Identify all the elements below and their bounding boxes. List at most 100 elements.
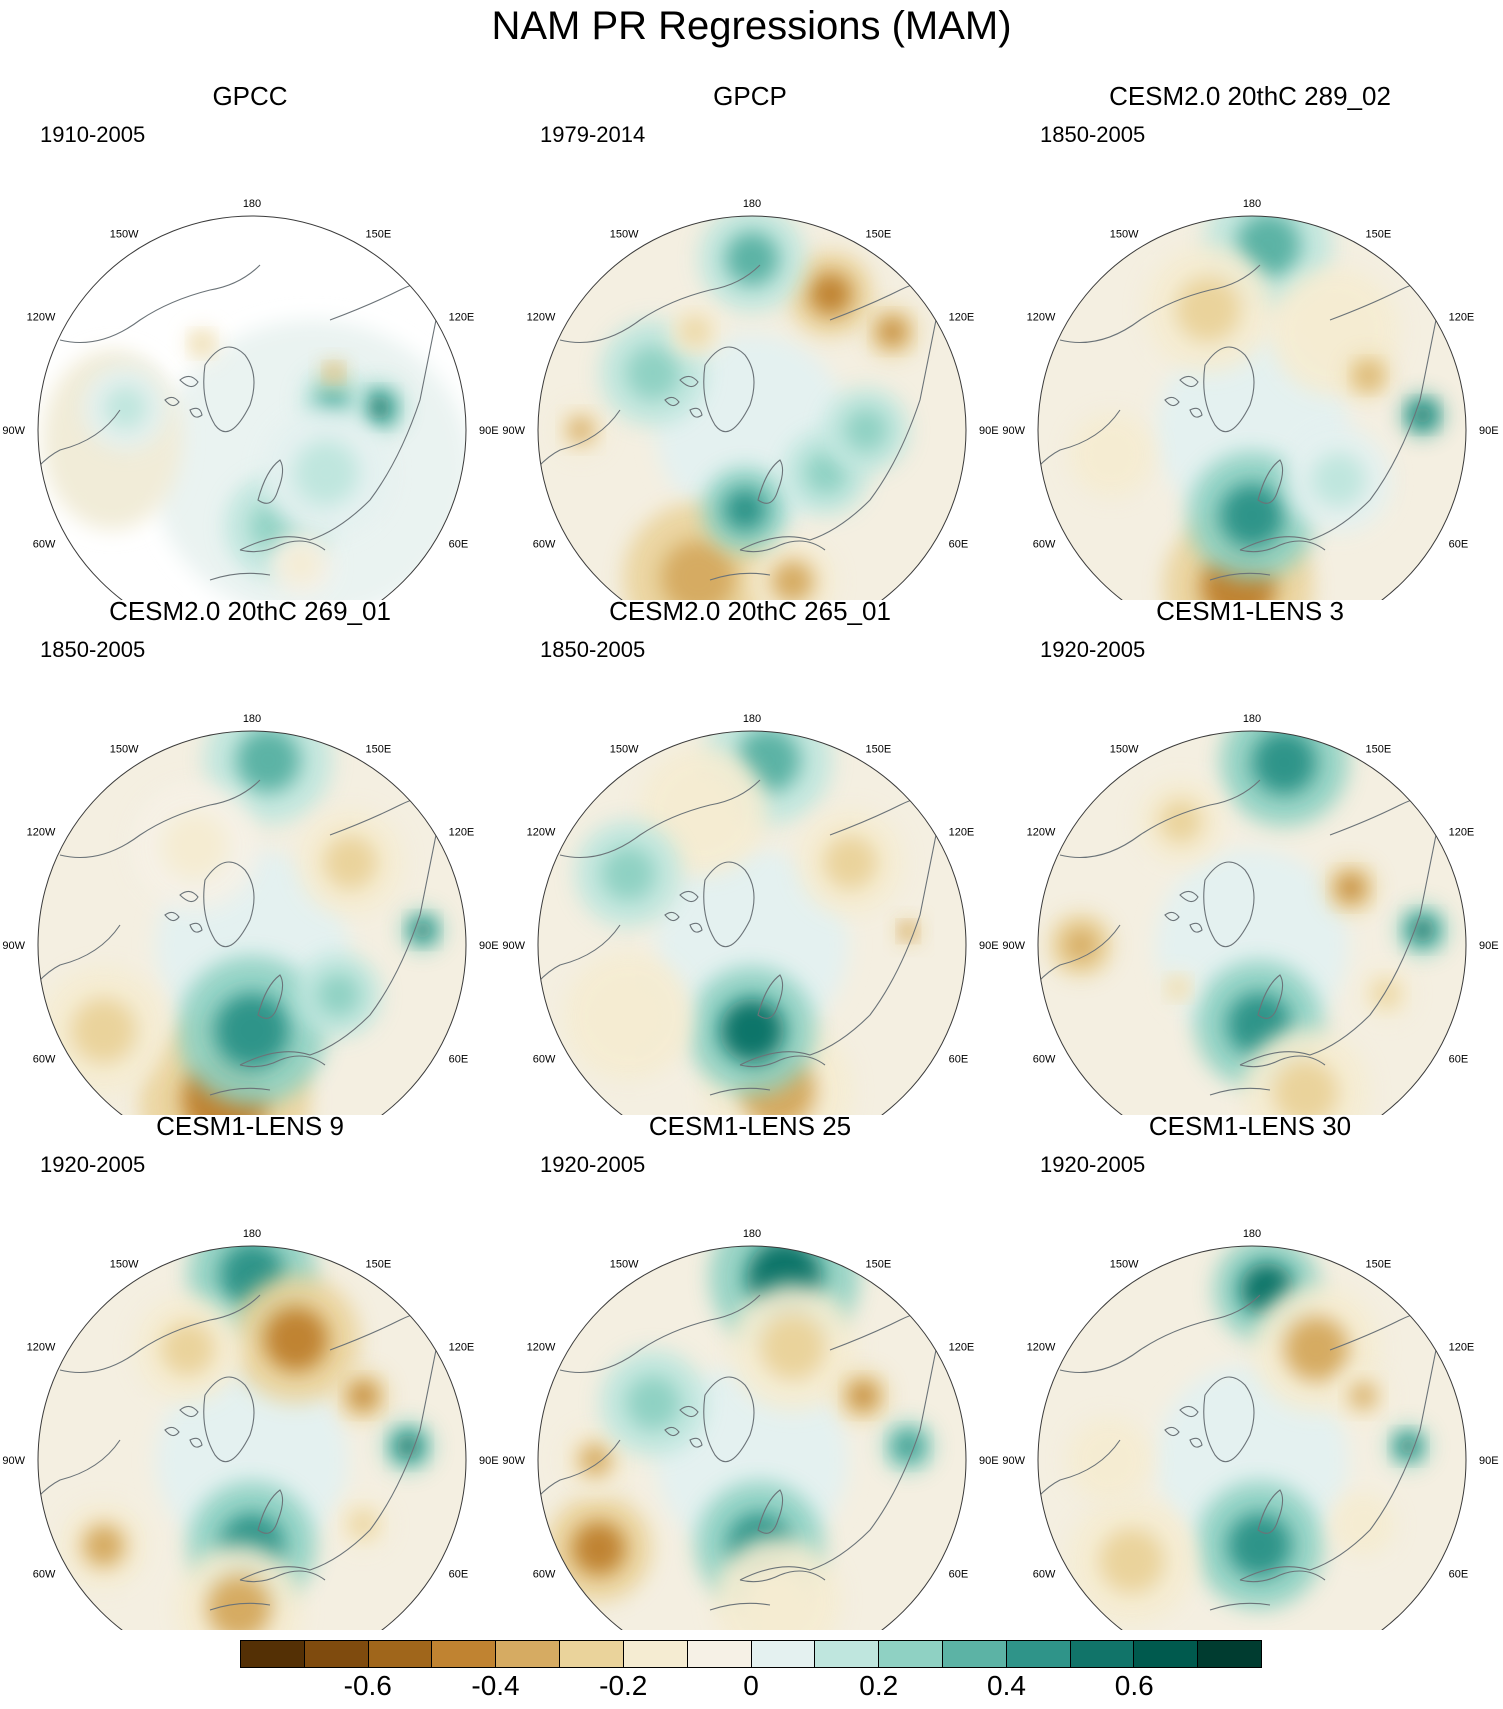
longitude-label: 60W xyxy=(533,539,556,551)
longitude-label: 60E xyxy=(449,1569,469,1581)
coastline xyxy=(739,1570,826,1583)
colorbar-tick-label: 0 xyxy=(743,1670,759,1701)
coastline xyxy=(1059,779,1261,858)
coastline xyxy=(1038,924,1121,1006)
colorbar-segment xyxy=(496,1641,561,1667)
anomaly-core xyxy=(760,1315,826,1380)
anomaly-core xyxy=(323,835,378,890)
colorbar-tick-label: -0.6 xyxy=(343,1670,392,1701)
coastline xyxy=(239,1329,441,1581)
anomaly-core xyxy=(1090,433,1133,477)
coastline xyxy=(38,924,121,1006)
longitude-label: 120E xyxy=(449,1342,475,1354)
colorbar-segment xyxy=(241,1641,305,1667)
coastline xyxy=(203,346,255,433)
coastline xyxy=(59,779,261,858)
coastline xyxy=(703,861,755,948)
anomaly-core xyxy=(744,1568,809,1630)
map-panel: CESM1-LENS 251920-2005180150E120E90E60E3… xyxy=(500,1110,1000,1630)
anomaly-core xyxy=(626,1376,680,1430)
longitude-label: 150W xyxy=(610,228,639,240)
longitude-label: 90E xyxy=(1479,425,1499,437)
longitude-label: 60W xyxy=(33,539,56,551)
anomaly-core xyxy=(671,778,736,844)
anomaly-core xyxy=(193,334,211,353)
anomaly-core xyxy=(725,232,779,286)
anomaly-core xyxy=(626,346,680,400)
longitude-label: 120W xyxy=(27,827,56,839)
coastline xyxy=(164,1405,203,1448)
coastline xyxy=(538,409,621,491)
anomaly-core xyxy=(1311,453,1366,507)
coastline xyxy=(739,1329,941,1581)
longitude-label: 60E xyxy=(449,539,469,551)
coastline xyxy=(1209,572,1271,581)
longitude-label: 120W xyxy=(27,312,56,324)
anomaly-core xyxy=(1064,928,1097,962)
panel-title: GPCP xyxy=(713,81,787,111)
anomaly-core xyxy=(1284,1316,1349,1381)
longitude-label: 90E xyxy=(479,1455,499,1467)
longitude-label: 90W xyxy=(2,1455,25,1467)
colorbar-segment xyxy=(1198,1641,1261,1667)
anomaly-core xyxy=(719,998,785,1063)
coastline xyxy=(703,1376,755,1463)
colorbar-tick-label: -0.4 xyxy=(471,1670,520,1701)
polar-map: 180150E120E90E60E30E030W60W90W120W150W xyxy=(502,1228,999,1630)
coastline xyxy=(257,1489,284,1534)
map-panel: CESM1-LENS 301920-2005180150E120E90E60E3… xyxy=(1000,1110,1500,1630)
anomaly-core xyxy=(214,993,290,1069)
anomaly-core xyxy=(1273,1060,1338,1115)
colorbar-segment xyxy=(1070,1641,1135,1667)
longitude-label: 60W xyxy=(33,1569,56,1581)
coastline xyxy=(59,264,261,343)
coastline xyxy=(757,974,784,1019)
longitude-label: 150E xyxy=(866,743,892,755)
colorbar-segment xyxy=(432,1641,497,1667)
longitude-label: 150E xyxy=(366,743,392,755)
anomaly-core xyxy=(1409,917,1436,943)
colorbar-segment xyxy=(942,1641,1007,1667)
coastline xyxy=(257,974,284,1019)
longitude-label: 150W xyxy=(1110,228,1139,240)
panel-period: 1850-2005 xyxy=(40,637,146,662)
coastline xyxy=(538,924,621,1006)
longitude-label: 90E xyxy=(1479,1455,1499,1467)
anomaly-core xyxy=(1236,216,1301,278)
coastline xyxy=(739,814,941,1066)
coastline xyxy=(1239,299,1441,551)
longitude-label: 180 xyxy=(1243,713,1261,725)
colorbar-segment xyxy=(304,1641,369,1667)
longitude-label: 150W xyxy=(1110,1258,1139,1270)
anomaly-core xyxy=(327,366,341,380)
longitude-label: 180 xyxy=(243,1228,261,1240)
coastline xyxy=(703,346,755,433)
panel-title: CESM2.0 20thC 269_01 xyxy=(109,596,391,626)
longitude-label: 120E xyxy=(949,1342,975,1354)
coastline xyxy=(739,299,941,551)
anomaly-core xyxy=(161,1322,215,1376)
anomaly-core xyxy=(901,924,915,938)
longitude-label: 180 xyxy=(243,713,261,725)
map-panel: GPCC1910-2005180150E120E90E60E30E030W60W… xyxy=(0,80,500,600)
coastline xyxy=(739,1055,826,1068)
coastline xyxy=(664,1405,703,1448)
map-outline xyxy=(37,1245,467,1630)
anomaly-core xyxy=(294,440,359,505)
longitude-label: 90W xyxy=(1002,425,1025,437)
anomaly-core xyxy=(1350,1382,1377,1409)
longitude-label: 180 xyxy=(743,198,761,210)
longitude-label: 120E xyxy=(949,827,975,839)
map-outline xyxy=(1037,215,1467,600)
anomaly-core xyxy=(236,731,301,793)
anomaly-core xyxy=(1357,365,1380,387)
anomaly-core xyxy=(71,998,136,1063)
longitude-label: 150E xyxy=(366,228,392,240)
longitude-label: 150W xyxy=(610,743,639,755)
polar-map: 180150E120E90E60E30E030W60W90W120W150W xyxy=(1002,713,1499,1115)
longitude-label: 90E xyxy=(979,425,999,437)
coastline xyxy=(559,779,761,858)
coastline xyxy=(209,1087,271,1096)
coastline xyxy=(1257,974,1284,1019)
longitude-label: 120E xyxy=(1449,1342,1475,1354)
